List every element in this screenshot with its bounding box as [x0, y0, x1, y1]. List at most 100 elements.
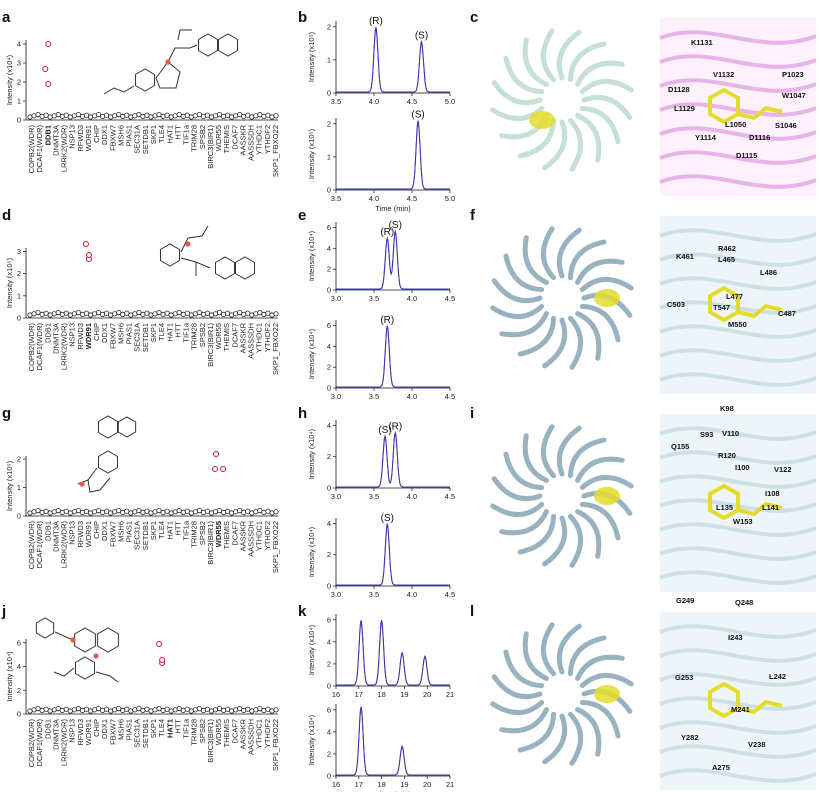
x-category-label: TIF1a — [182, 718, 191, 738]
x-category-label: DCAF1(WDR) — [35, 521, 44, 569]
x-category-label: TLE4 — [157, 521, 166, 539]
x-category-label: PIAS1 — [125, 323, 134, 344]
y-tick-label: 1 — [327, 152, 331, 161]
x-category-label: TLE4 — [157, 125, 166, 143]
y-tick-label: 2 — [327, 22, 331, 31]
x-tick-label: 4.0 — [369, 97, 379, 106]
x-category-label: THEMIS — [222, 323, 231, 351]
beta-strand — [567, 711, 584, 766]
residue-label: C487 — [778, 309, 796, 318]
y-axis-label: Intensity (x10⁵) — [307, 128, 316, 179]
residue-label: W1047 — [782, 91, 806, 100]
x-tick-label: 3.0 — [331, 590, 341, 599]
trace-line — [336, 325, 450, 388]
ribbon-strand — [659, 450, 817, 465]
x-category-label: TIF1a — [182, 124, 191, 144]
peak-label: (S) — [389, 220, 402, 231]
x-category-label: HAT1 — [165, 125, 174, 144]
x-category-label: WDR91 — [84, 719, 93, 745]
residue-label: I100 — [735, 463, 750, 472]
x-category-label: YTHDC1 — [255, 125, 264, 155]
ring — [97, 627, 119, 653]
x-tick-label: 17 — [355, 780, 363, 789]
x-axis-label: Time (min) — [375, 204, 411, 213]
x-category-label: DCAF7 — [230, 323, 239, 348]
ribbon-strand — [659, 150, 817, 165]
x-category-label: HTT — [173, 719, 182, 734]
residue-label: G253 — [675, 673, 693, 682]
residue-label: P1023 — [782, 70, 804, 79]
x-tick-label: 3.0 — [331, 492, 341, 501]
trace-line — [336, 28, 450, 93]
x-category-label: SPSB2 — [198, 125, 207, 149]
x-category-label: FBXW7 — [108, 323, 117, 349]
data-point — [273, 311, 279, 317]
ribbon-strand — [659, 102, 817, 117]
beta-strand — [517, 117, 557, 159]
x-category-label: COPB2(WDR) — [27, 125, 36, 174]
data-point — [273, 509, 279, 515]
stereocenter-marker — [185, 241, 191, 247]
trace-line — [336, 525, 450, 586]
ribbon-strand — [659, 744, 817, 759]
residue-label: V1132 — [713, 70, 734, 79]
ribbon-strand — [659, 546, 817, 561]
x-tick-label: 3.5 — [369, 392, 379, 401]
protein-ribbon-overview — [490, 28, 634, 172]
beta-strand — [540, 28, 557, 83]
x-tick-label: 4.5 — [445, 492, 455, 501]
x-tick-label: 19 — [400, 780, 408, 789]
beta-strand — [503, 55, 545, 95]
residue-label: M550 — [728, 320, 747, 329]
x-tick-label: 4.0 — [407, 492, 417, 501]
x-category-label: MSH6 — [116, 719, 125, 740]
x-category-label: LRRK2(WDR) — [60, 323, 69, 371]
beta-strand — [522, 631, 549, 681]
beta-strand — [491, 674, 543, 700]
beta-strand — [567, 41, 607, 83]
beta-strand — [491, 278, 543, 304]
panel-label: h — [298, 405, 307, 422]
x-tick-label: 20 — [423, 690, 431, 699]
y-tick-label: 0 — [327, 286, 331, 295]
y-axis-label: Intensity (x10⁴) — [307, 714, 316, 765]
beta-strand — [542, 317, 568, 369]
y-tick-label: 1 — [327, 55, 331, 64]
y-tick-label: 6 — [327, 615, 331, 624]
ribbon-strand — [659, 426, 817, 441]
x-category-label: HTT — [173, 521, 182, 536]
x-category-label: BIRC3(BIR1) — [206, 323, 215, 367]
molecule-structures — [35, 29, 256, 683]
chromatogram-top: 0 1 2 Intensity (x10⁵) 3.5 4.0 4.5 5.0 (R) (S) — [307, 16, 455, 106]
x-tick-label: 3.0 — [331, 392, 341, 401]
beta-strand — [490, 303, 545, 320]
y-tick-label: 2 — [327, 452, 331, 461]
x-category-label: HTT — [173, 125, 182, 140]
chromatogram-top: 0 2 4 Intensity (x10⁴) 3.0 3.5 4.0 4.5 (S)(R) — [307, 420, 455, 501]
peak-label: (R) — [380, 315, 394, 326]
ligand-surface — [594, 487, 620, 505]
trace-line — [336, 229, 450, 290]
x-category-label: DCAF7 — [230, 125, 239, 150]
panel-label: e — [298, 207, 306, 224]
x-tick-label: 17 — [355, 690, 363, 699]
x-tick-label: 18 — [377, 690, 385, 699]
x-category-label: THEMIS — [222, 719, 231, 747]
x-tick-label: 4.5 — [445, 392, 455, 401]
x-category-label: DCAF7 — [230, 521, 239, 546]
beta-strand — [556, 227, 582, 279]
x-category-label: SPSB2 — [198, 323, 207, 347]
binding-site-zoom: K1131 V1132 P1023 D1128 W1047 L1129 L1050 S1046… — [659, 18, 817, 196]
residue-label: L465 — [718, 255, 735, 264]
panel-label: c — [470, 9, 478, 26]
x-tick-label: 4.5 — [407, 97, 417, 106]
x-category-label: SEC31A — [133, 323, 142, 352]
chromatogram-bottom: 0 2 4 6 Intensity (x10⁴) 16 17 18 19 20 21 Time (mi… — [307, 704, 454, 792]
y-tick-label: 2 — [327, 550, 331, 559]
x-tick-label: 4.0 — [369, 194, 379, 203]
residue-label: Q155 — [671, 442, 689, 451]
beta-strand — [575, 654, 625, 681]
y-tick-label: 4 — [327, 637, 331, 646]
